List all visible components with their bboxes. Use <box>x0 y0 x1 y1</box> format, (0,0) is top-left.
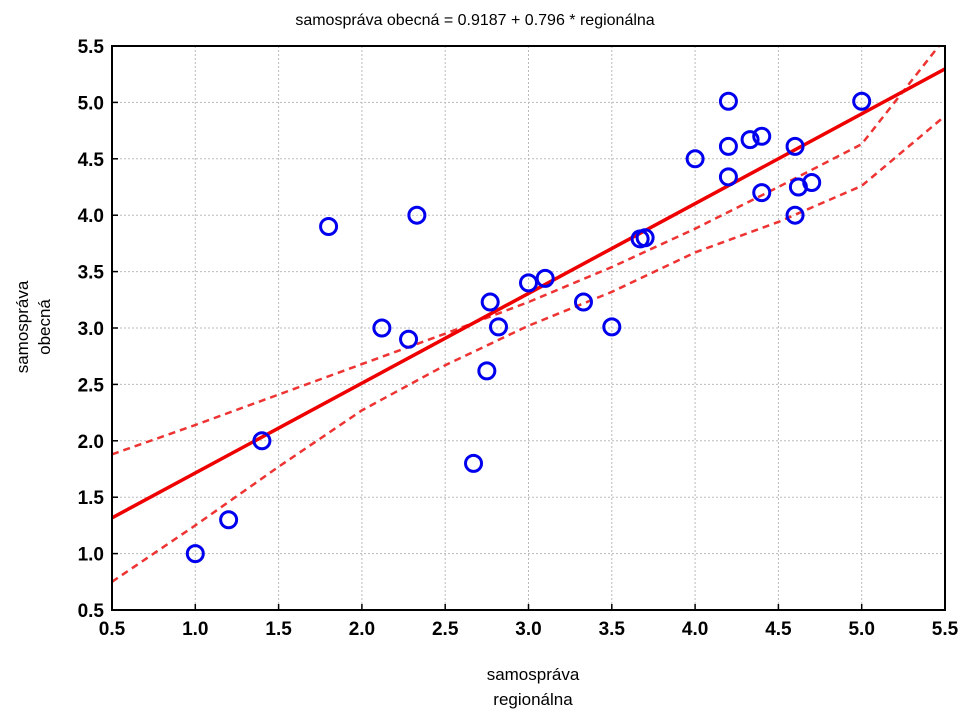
y-tick-label: 5.5 <box>78 37 105 58</box>
x-tick-label: 0.5 <box>99 619 126 640</box>
x-axis-ticks: 0.5 1.0 1.5 2.0 2.5 3.0 3.5 4.0 4.5 5.0 5.5 <box>99 604 959 640</box>
regression-line <box>112 67 945 520</box>
regression-line-group <box>112 67 945 520</box>
y-tick-label: 4.0 <box>78 206 104 227</box>
y-tick-label: 2.0 <box>78 432 104 453</box>
x-tick-label: 3.0 <box>515 619 541 640</box>
y-tick-label: 1.0 <box>78 545 104 566</box>
data-point <box>785 205 805 225</box>
data-point <box>685 149 705 169</box>
data-point <box>752 126 772 146</box>
grid-lines <box>111 45 946 611</box>
data-point <box>802 172 822 192</box>
data-point <box>399 329 419 349</box>
data-point <box>252 431 272 451</box>
y-tick-label: 3.0 <box>78 319 104 340</box>
data-point <box>635 228 655 248</box>
y-tick-label: 4.5 <box>78 150 105 171</box>
y-axis-ticks: 0.5 1.0 1.5 2.0 2.5 3.0 3.5 4.0 4.5 5.0 5.5 <box>78 37 118 622</box>
y-tick-label: 3.5 <box>78 263 105 284</box>
data-point <box>573 292 593 312</box>
data-point <box>480 292 500 312</box>
y-axis-label-line-2: obecná <box>35 299 54 355</box>
y-axis-label-line-1: samospráva <box>13 280 32 373</box>
data-point <box>535 268 555 288</box>
data-point <box>718 136 738 156</box>
x-tick-label: 1.0 <box>182 619 208 640</box>
data-point <box>319 216 339 236</box>
data-point <box>718 91 738 111</box>
y-axis-label: samospráva obecná <box>13 280 54 373</box>
x-tick-label: 4.5 <box>765 619 792 640</box>
data-point <box>852 91 872 111</box>
x-tick-label: 5.5 <box>932 619 959 640</box>
x-tick-label: 1.5 <box>265 619 292 640</box>
x-tick-label: 2.5 <box>432 619 459 640</box>
data-point <box>407 205 427 225</box>
x-axis-label-line-1: samospráva <box>487 665 580 684</box>
data-point <box>477 361 497 381</box>
confidence-lower-line <box>112 114 945 583</box>
data-point <box>372 318 392 338</box>
x-tick-label: 5.0 <box>848 619 874 640</box>
data-point <box>464 453 484 473</box>
y-tick-label: 2.5 <box>78 375 105 396</box>
data-point <box>785 136 805 156</box>
x-tick-label: 2.0 <box>349 619 375 640</box>
x-tick-label: 3.5 <box>599 619 626 640</box>
data-point <box>602 317 622 337</box>
x-tick-label: 4.0 <box>682 619 708 640</box>
data-point <box>718 167 738 187</box>
confidence-upper-line <box>112 46 941 456</box>
y-tick-label: 0.5 <box>78 601 105 622</box>
x-axis-label-line-2: regionálna <box>493 690 573 709</box>
confidence-band <box>112 46 945 583</box>
chart-title: samospráva obecná = 0.9187 + 0.796 * reg… <box>295 12 654 29</box>
data-points <box>185 91 872 564</box>
data-point <box>519 273 538 293</box>
data-point <box>489 317 509 337</box>
y-tick-label: 5.0 <box>78 93 104 114</box>
y-tick-label: 1.5 <box>78 488 105 509</box>
data-point <box>185 544 205 564</box>
data-point <box>740 130 760 150</box>
data-point <box>219 510 239 530</box>
data-point <box>752 183 772 203</box>
